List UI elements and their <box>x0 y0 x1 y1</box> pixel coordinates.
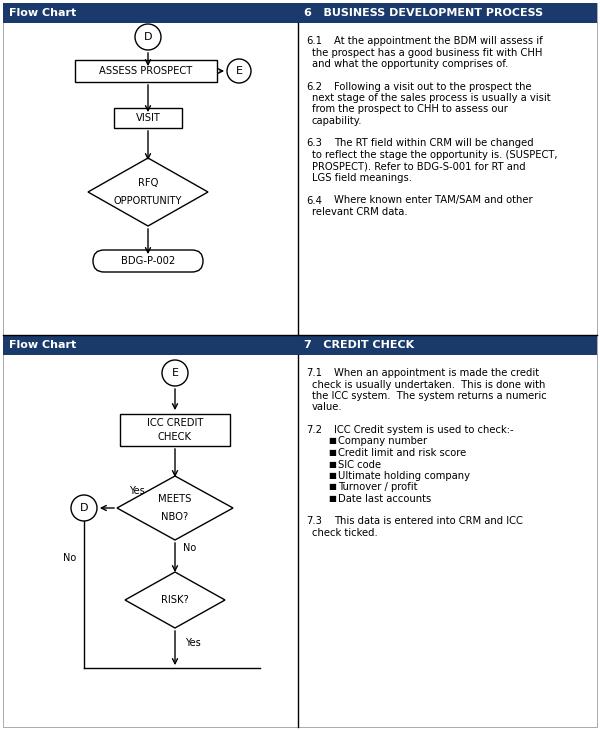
Text: Where known enter TAM/SAM and other: Where known enter TAM/SAM and other <box>334 196 533 206</box>
Text: BDG-P-002: BDG-P-002 <box>121 256 175 266</box>
Text: check is usually undertaken.  This is done with: check is usually undertaken. This is don… <box>312 380 545 390</box>
Text: 7.3: 7.3 <box>306 517 322 526</box>
Text: ■: ■ <box>328 494 336 503</box>
Text: ICC Credit system is used to check:-: ICC Credit system is used to check:- <box>334 425 514 435</box>
Text: Flow Chart: Flow Chart <box>9 8 76 18</box>
Text: check ticked.: check ticked. <box>312 528 378 538</box>
Text: Ultimate holding company: Ultimate holding company <box>338 471 470 481</box>
Text: ■: ■ <box>328 471 336 480</box>
Text: Company number: Company number <box>338 437 427 447</box>
Text: 7   CREDIT CHECK: 7 CREDIT CHECK <box>304 340 414 350</box>
Text: Yes: Yes <box>129 486 145 496</box>
Circle shape <box>162 360 188 386</box>
FancyBboxPatch shape <box>93 250 203 272</box>
Text: 6.2: 6.2 <box>306 82 322 91</box>
Circle shape <box>135 24 161 50</box>
Circle shape <box>71 495 97 521</box>
Text: D: D <box>80 503 88 513</box>
Text: VISIT: VISIT <box>136 113 160 123</box>
Text: to reflect the stage the opportunity is. (SUSPECT,: to reflect the stage the opportunity is.… <box>312 150 557 160</box>
Text: The RT field within CRM will be changed: The RT field within CRM will be changed <box>334 139 533 148</box>
Text: This data is entered into CRM and ICC: This data is entered into CRM and ICC <box>334 517 523 526</box>
Text: value.: value. <box>312 402 343 412</box>
Text: E: E <box>235 66 242 76</box>
Text: When an appointment is made the credit: When an appointment is made the credit <box>334 368 539 378</box>
FancyBboxPatch shape <box>3 3 597 727</box>
Text: Yes: Yes <box>185 638 201 648</box>
Text: 7.1: 7.1 <box>306 368 322 378</box>
Text: SIC code: SIC code <box>338 459 381 469</box>
Text: capability.: capability. <box>312 116 362 126</box>
Text: NBO?: NBO? <box>161 512 188 522</box>
Text: ASSESS PROSPECT: ASSESS PROSPECT <box>100 66 193 76</box>
Text: Date last accounts: Date last accounts <box>338 494 431 504</box>
Text: Credit limit and risk score: Credit limit and risk score <box>338 448 466 458</box>
FancyBboxPatch shape <box>3 335 597 355</box>
Text: 6   BUSINESS DEVELOPMENT PROCESS: 6 BUSINESS DEVELOPMENT PROCESS <box>304 8 543 18</box>
Text: the prospect has a good business fit with CHH: the prospect has a good business fit wit… <box>312 47 542 58</box>
Text: MEETS: MEETS <box>158 494 191 504</box>
Text: No: No <box>183 543 196 553</box>
Text: 6.1: 6.1 <box>306 36 322 46</box>
Text: ■: ■ <box>328 448 336 457</box>
Text: ■: ■ <box>328 483 336 491</box>
Text: relevant CRM data.: relevant CRM data. <box>312 207 407 217</box>
Text: ■: ■ <box>328 437 336 445</box>
Text: and what the opportunity comprises of.: and what the opportunity comprises of. <box>312 59 508 69</box>
FancyBboxPatch shape <box>120 414 230 446</box>
Text: ICC CREDIT: ICC CREDIT <box>147 418 203 428</box>
Text: OPPORTUNITY: OPPORTUNITY <box>114 196 182 206</box>
Text: RISK?: RISK? <box>161 595 189 605</box>
Text: the ICC system.  The system returns a numeric: the ICC system. The system returns a num… <box>312 391 547 401</box>
Polygon shape <box>125 572 225 628</box>
FancyBboxPatch shape <box>114 108 182 128</box>
Text: RFQ: RFQ <box>138 178 158 188</box>
Text: from the prospect to CHH to assess our: from the prospect to CHH to assess our <box>312 104 508 115</box>
FancyBboxPatch shape <box>75 60 217 82</box>
Text: 6.3: 6.3 <box>306 139 322 148</box>
Text: Turnover / profit: Turnover / profit <box>338 483 418 493</box>
Text: Flow Chart: Flow Chart <box>9 340 76 350</box>
Text: CHECK: CHECK <box>158 432 192 442</box>
Polygon shape <box>117 476 233 540</box>
Text: 6.4: 6.4 <box>306 196 322 206</box>
Polygon shape <box>88 158 208 226</box>
Circle shape <box>227 59 251 83</box>
Text: ■: ■ <box>328 459 336 469</box>
Text: PROSPECT). Refer to BDG-S-001 for RT and: PROSPECT). Refer to BDG-S-001 for RT and <box>312 161 526 172</box>
Text: LGS field meanings.: LGS field meanings. <box>312 173 412 183</box>
Text: 7.2: 7.2 <box>306 425 322 435</box>
Text: No: No <box>64 553 77 563</box>
Text: At the appointment the BDM will assess if: At the appointment the BDM will assess i… <box>334 36 543 46</box>
FancyBboxPatch shape <box>3 3 597 23</box>
Text: E: E <box>172 368 179 378</box>
Text: D: D <box>144 32 152 42</box>
Text: next stage of the sales process is usually a visit: next stage of the sales process is usual… <box>312 93 551 103</box>
Text: Following a visit out to the prospect the: Following a visit out to the prospect th… <box>334 82 532 91</box>
